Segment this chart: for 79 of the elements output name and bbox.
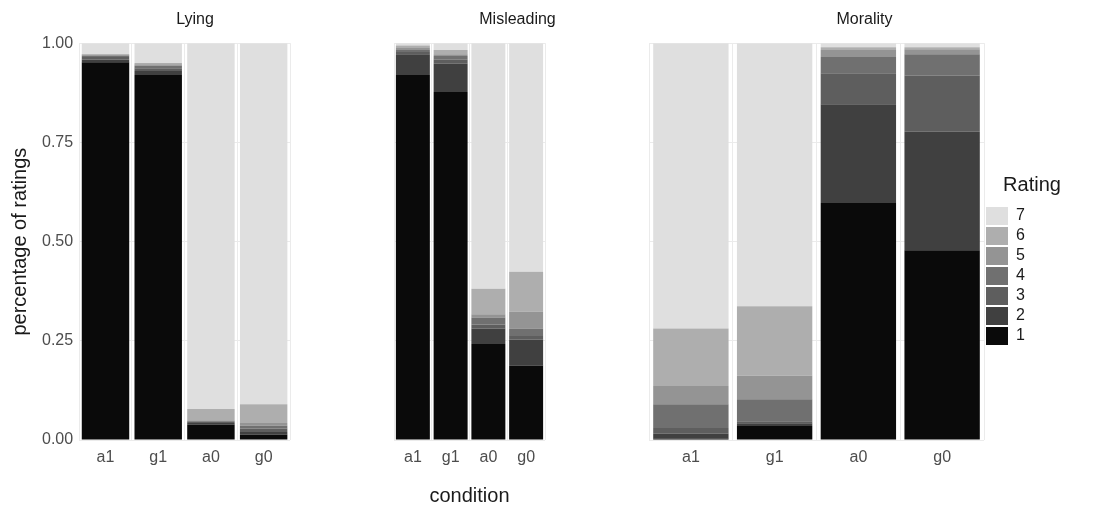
chart-title: Morality xyxy=(836,10,893,28)
bar xyxy=(433,49,468,55)
x-tick-label: a1 xyxy=(96,448,115,466)
bar xyxy=(904,75,980,132)
bar xyxy=(820,49,897,58)
bar xyxy=(134,43,182,64)
bar xyxy=(904,49,980,55)
bar xyxy=(239,404,288,423)
y-tick-label: 0.25 xyxy=(42,331,74,349)
x-tick-label: a0 xyxy=(479,448,498,466)
bar xyxy=(239,432,288,435)
bar xyxy=(653,428,729,434)
x-tick-label: a1 xyxy=(403,448,422,466)
bar xyxy=(820,57,897,74)
legend-label: 6 xyxy=(1016,226,1025,244)
bar xyxy=(187,409,235,421)
bar xyxy=(509,311,544,329)
x-tick-label: g1 xyxy=(441,448,460,466)
bar xyxy=(904,54,980,76)
bar xyxy=(736,375,813,400)
chart-title: Misleading xyxy=(479,10,556,28)
legend-label: 3 xyxy=(1016,286,1025,304)
bar xyxy=(509,365,544,440)
x-tick-label: g0 xyxy=(933,448,952,466)
bar xyxy=(904,250,980,440)
bar xyxy=(471,288,506,315)
bar xyxy=(736,399,813,422)
x-tick-label: a0 xyxy=(202,448,220,466)
bar xyxy=(736,426,813,440)
y-tick-label: 0.50 xyxy=(42,232,74,250)
legend-label: 4 xyxy=(1016,266,1025,284)
chart-title: Lying xyxy=(176,10,214,28)
bar xyxy=(395,54,430,75)
legend-label: 7 xyxy=(1016,206,1025,224)
x-tick-label: g1 xyxy=(149,448,168,466)
x-tick-label: a1 xyxy=(681,448,700,466)
y-tick-label: 0.75 xyxy=(42,132,74,150)
legend-label: 5 xyxy=(1016,246,1025,264)
bar xyxy=(653,433,729,439)
bar xyxy=(433,55,468,60)
legend-label: 1 xyxy=(1016,326,1025,344)
legend-title: Rating xyxy=(1003,172,1061,195)
bar xyxy=(239,428,288,433)
bar xyxy=(904,131,980,251)
bar xyxy=(820,47,897,50)
bar xyxy=(471,343,506,440)
bar xyxy=(433,63,468,93)
bar xyxy=(653,404,729,429)
y-tick-label: 1.00 xyxy=(42,33,74,51)
bar xyxy=(471,317,506,325)
bar xyxy=(433,59,468,64)
bar xyxy=(509,339,544,366)
x-tick-label: g0 xyxy=(517,448,536,466)
bar xyxy=(433,92,468,440)
bar xyxy=(509,271,544,312)
x-tick-label: g1 xyxy=(765,448,784,466)
legend-label: 2 xyxy=(1016,306,1025,324)
bar xyxy=(471,328,506,344)
bar xyxy=(653,386,729,405)
bar xyxy=(134,74,182,440)
bar xyxy=(509,328,544,337)
bar xyxy=(820,73,897,105)
bar xyxy=(471,314,506,318)
x-tick-label: g0 xyxy=(254,448,273,466)
bar xyxy=(134,70,182,75)
y-axis-title: percentage of ratings xyxy=(7,147,30,336)
bar xyxy=(81,43,130,54)
bar xyxy=(736,306,813,376)
bar xyxy=(509,336,544,340)
bar xyxy=(653,328,729,387)
bar xyxy=(395,74,430,440)
bar xyxy=(187,424,235,440)
x-tick-label: a0 xyxy=(849,448,868,466)
y-tick-label: 0.00 xyxy=(42,430,74,448)
bar xyxy=(820,104,897,204)
bar xyxy=(239,434,288,440)
bar xyxy=(820,203,897,440)
x-axis-title: condition xyxy=(429,483,510,506)
bar xyxy=(81,62,130,440)
